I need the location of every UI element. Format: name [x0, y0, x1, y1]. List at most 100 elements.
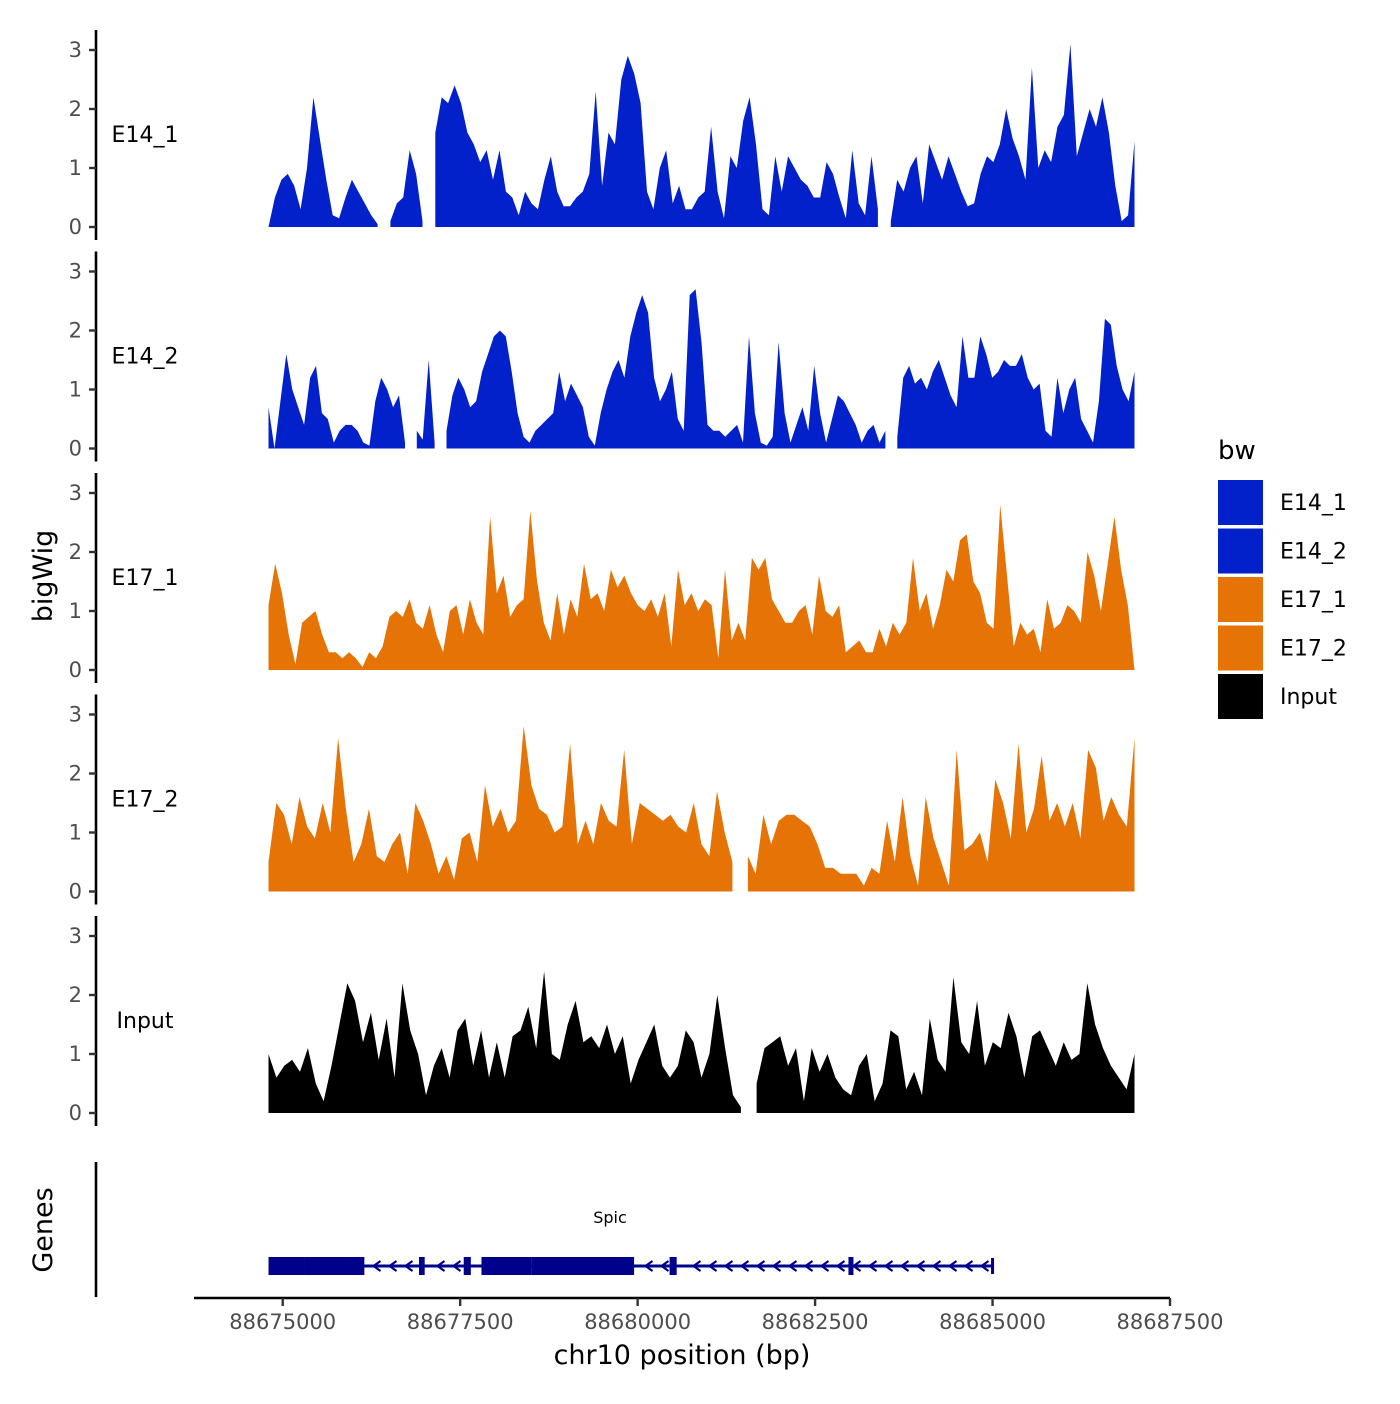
track-e17-1: 0 1 2 3 E17_1 [69, 473, 1135, 683]
y-tick-label: 3 [69, 38, 82, 62]
y-tick-label: 2 [69, 762, 82, 786]
coverage-area [897, 318, 1135, 449]
y-tick-label: 3 [69, 924, 82, 948]
legend-swatch [1218, 528, 1263, 574]
x-tick-label: 88675000 [229, 1310, 336, 1334]
legend-label: E14_1 [1280, 491, 1347, 516]
coverage-area [390, 150, 423, 227]
strand-arrow [851, 1260, 862, 1272]
y-axis-title: bigWig [28, 530, 59, 623]
legend-label: E17_1 [1280, 588, 1347, 613]
y-tick-label: 3 [69, 703, 82, 727]
strand-arrow [835, 1260, 846, 1272]
y-tick-label: 0 [69, 437, 82, 461]
gene-exon [304, 1257, 365, 1275]
legend-label: Input [1280, 685, 1337, 710]
x-tick-label: 88685000 [939, 1310, 1046, 1334]
gene-exon [463, 1257, 471, 1275]
legend-label: E17_2 [1280, 637, 1347, 662]
strand-arrow [755, 1260, 766, 1272]
coverage-area [446, 289, 886, 449]
strand-arrow [787, 1260, 798, 1272]
y-tick-label: 1 [69, 1042, 82, 1066]
strand-arrow [435, 1260, 446, 1272]
legend-label: E14_2 [1280, 540, 1347, 565]
track-label: E14_1 [112, 123, 179, 148]
strand-arrow [931, 1260, 942, 1272]
strand-arrow [739, 1260, 750, 1272]
gene-exon [268, 1257, 305, 1275]
y-tick-label: 0 [69, 215, 82, 239]
strand-arrow [803, 1260, 814, 1272]
track-input: 0 1 2 3 Input [69, 916, 1135, 1126]
y-tick-label: 2 [69, 97, 82, 121]
x-axis-title: chr10 position (bp) [554, 1340, 811, 1371]
y-tick-label: 1 [69, 821, 82, 845]
y-tick-label: 3 [69, 481, 82, 505]
strand-arrow [403, 1260, 414, 1272]
strand-arrow [723, 1260, 734, 1272]
coverage-area [756, 977, 1135, 1113]
track-e14-1: 0 1 2 3 E14_1 [69, 30, 1135, 240]
gene-track-title: Genes [28, 1187, 59, 1272]
y-tick-label: 1 [69, 599, 82, 623]
gene-exon [848, 1257, 854, 1275]
strand-arrow [883, 1260, 894, 1272]
y-tick-label: 0 [69, 880, 82, 904]
coverage-area [268, 971, 741, 1113]
y-tick-label: 1 [69, 378, 82, 402]
track-label: E17_2 [112, 788, 179, 813]
coverage-area [268, 504, 1135, 670]
gene-exon [531, 1257, 635, 1275]
x-tick-label: 88687500 [1117, 1310, 1224, 1334]
gene-exon [669, 1257, 677, 1275]
coverage-area [268, 97, 378, 227]
bigwig-tracks: 0 1 2 3 E14_1 0 1 2 3 E14_2 0 1 2 3 E17_1 0 1 2 3 E17_2 0 1 2 3… [69, 30, 1135, 1126]
strand-arrow [771, 1260, 782, 1272]
track-label: Input [117, 1009, 174, 1034]
strand-arrow [899, 1260, 910, 1272]
strand-arrow [819, 1260, 830, 1272]
track-e17-2: 0 1 2 3 E17_2 [69, 694, 1135, 905]
y-tick-label: 0 [69, 658, 82, 682]
coverage-area [890, 44, 1135, 227]
strand-arrow [707, 1260, 718, 1272]
coverage-area [416, 360, 435, 449]
y-tick-label: 2 [69, 319, 82, 343]
legend: bw E14_1 E14_2 E17_1 E17_2 Input [1218, 436, 1347, 719]
strand-arrow [979, 1260, 990, 1272]
gene-exon [481, 1257, 532, 1275]
strand-arrow [451, 1260, 462, 1272]
track-e14-2: 0 1 2 3 E14_2 [69, 251, 1135, 462]
coverage-area [747, 738, 1135, 892]
strand-arrow [371, 1260, 382, 1272]
x-tick-label: 88677500 [407, 1310, 514, 1334]
strand-arrow [963, 1260, 974, 1272]
y-tick-label: 0 [69, 1101, 82, 1125]
strand-arrow [387, 1260, 398, 1272]
legend-swatch [1218, 577, 1263, 622]
y-tick-label: 2 [69, 540, 82, 564]
gene-exon [419, 1257, 425, 1275]
gene-track: Genes Spic [28, 1162, 995, 1297]
gene-name-label: Spic [593, 1208, 627, 1227]
track-label: E17_1 [112, 566, 179, 591]
x-tick-label: 88682500 [762, 1310, 869, 1334]
strand-arrow [947, 1260, 958, 1272]
x-axis: chr10 position (bp) 88675000 88677500 8868… [194, 1296, 1224, 1371]
track-label: E14_2 [112, 345, 179, 370]
coverage-area [268, 726, 733, 892]
x-tick-label: 88680000 [584, 1310, 691, 1334]
legend-swatch [1218, 625, 1263, 671]
y-tick-label: 1 [69, 156, 82, 180]
legend-swatch [1218, 674, 1263, 719]
legend-title: bw [1218, 436, 1256, 466]
strand-arrow [867, 1260, 878, 1272]
strand-arrow [691, 1260, 702, 1272]
y-tick-label: 2 [69, 983, 82, 1007]
strand-arrow [643, 1260, 654, 1272]
legend-swatch [1218, 480, 1263, 525]
coverage-area [268, 354, 405, 449]
